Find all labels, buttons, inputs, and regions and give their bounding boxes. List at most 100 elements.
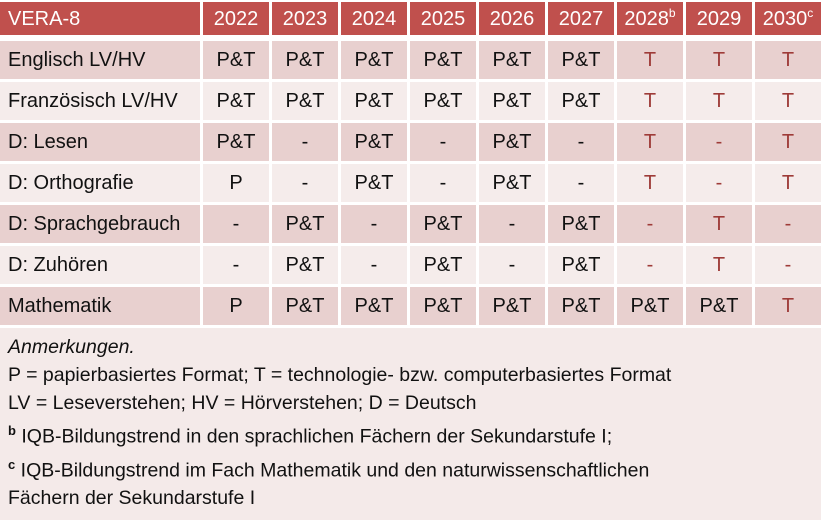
format-cell: T	[755, 287, 821, 325]
format-cell: -	[203, 205, 269, 243]
note-c-continued: Fächern der Sekundarstufe I	[8, 487, 256, 509]
format-cell: P	[203, 164, 269, 202]
table-header-row: VERA-8 2022 2023 2024 2025 2026 2027 2028 b 2029…	[0, 2, 821, 35]
year-header-2022: 2022	[203, 2, 269, 35]
format-cell: P&T	[272, 205, 338, 243]
row-label: Mathematik	[0, 287, 200, 325]
row-label: D: Orthografie	[0, 164, 200, 202]
format-cell: -	[410, 123, 476, 161]
year-header-2023: 2023	[272, 2, 338, 35]
format-cell: P&T	[548, 82, 614, 120]
vera8-table: VERA-8 2022 2023 2024 2025 2026 2027 2028 b 2029…	[0, 2, 821, 325]
table-row: Mathematik P P&T P&T P&T P&T P&T P&T P&T T	[0, 287, 821, 325]
format-cell: P&T	[548, 246, 614, 284]
format-cell: -	[548, 123, 614, 161]
format-cell: -	[686, 123, 752, 161]
year-header-2025: 2025	[410, 2, 476, 35]
format-cell: P&T	[410, 205, 476, 243]
format-cell: P&T	[548, 205, 614, 243]
year-header-2024: 2024	[341, 2, 407, 35]
row-label: D: Lesen	[0, 123, 200, 161]
format-cell: P&T	[203, 82, 269, 120]
format-cell: -	[341, 246, 407, 284]
format-cell: -	[617, 205, 683, 243]
format-cell: T	[686, 82, 752, 120]
format-cell: P&T	[479, 287, 545, 325]
format-cell: T	[617, 82, 683, 120]
format-cell: -	[203, 246, 269, 284]
format-cell: P&T	[410, 82, 476, 120]
note-abbreviation-legend: LV = Leseverstehen; HV = Hörverstehen; D…	[8, 392, 477, 414]
year-header-2027: 2027	[548, 2, 614, 35]
year-header-2028: 2028 b	[617, 2, 683, 35]
row-label: D: Sprachgebrauch	[0, 205, 200, 243]
format-cell: T	[617, 41, 683, 79]
format-cell: P&T	[410, 287, 476, 325]
format-cell: -	[272, 123, 338, 161]
format-cell: -	[479, 205, 545, 243]
format-cell: P&T	[686, 287, 752, 325]
format-cell: P&T	[479, 41, 545, 79]
table-row: D: Sprachgebrauch - P&T - P&T - P&T - T -	[0, 205, 821, 243]
notes-title: Anmerkungen.	[8, 336, 135, 358]
format-cell: T	[617, 164, 683, 202]
format-cell: P&T	[341, 82, 407, 120]
table-title: VERA-8	[0, 2, 200, 35]
year-header-2029: 2029	[686, 2, 752, 35]
format-cell: T	[617, 123, 683, 161]
format-cell: P&T	[341, 123, 407, 161]
format-cell: P&T	[479, 82, 545, 120]
notes-block: Anmerkungen. P = papierbasiertes Format;…	[0, 328, 821, 520]
format-cell: P	[203, 287, 269, 325]
note-b-text: IQB-Bildungstrend in den sprachlichen Fä…	[21, 425, 613, 448]
row-label: D: Zuhören	[0, 246, 200, 284]
year-footnote-marker: b	[668, 5, 676, 20]
format-cell: -	[272, 164, 338, 202]
format-cell: P&T	[341, 164, 407, 202]
format-cell: P&T	[479, 164, 545, 202]
format-cell: P&T	[548, 287, 614, 325]
format-cell: -	[479, 246, 545, 284]
format-cell: P&T	[341, 41, 407, 79]
table-row: Englisch LV/HV P&T P&T P&T P&T P&T P&T T T T	[0, 41, 821, 79]
row-label: Französisch LV/HV	[0, 82, 200, 120]
format-cell: P&T	[203, 123, 269, 161]
note-c: c IQB-Bildungstrend im Fach Mathematik u…	[8, 451, 811, 485]
format-cell: T	[686, 246, 752, 284]
format-cell: -	[548, 164, 614, 202]
year-header-2030: 2030 c	[755, 2, 821, 35]
format-cell: P&T	[341, 287, 407, 325]
row-label: Englisch LV/HV	[0, 41, 200, 79]
table-row: Französisch LV/HV P&T P&T P&T P&T P&T P&T T T T	[0, 82, 821, 120]
format-cell: P&T	[272, 82, 338, 120]
format-cell: P&T	[272, 287, 338, 325]
format-cell: P&T	[548, 41, 614, 79]
format-cell: P&T	[410, 246, 476, 284]
format-cell: T	[686, 41, 752, 79]
format-cell: P&T	[479, 123, 545, 161]
table-row: D: Zuhören - P&T - P&T - P&T - T -	[0, 246, 821, 284]
year-footnote-marker: c	[807, 5, 814, 20]
format-cell: -	[755, 205, 821, 243]
table-row: D: Lesen P&T - P&T - P&T - T - T	[0, 123, 821, 161]
table-body: Englisch LV/HV P&T P&T P&T P&T P&T P&T T T T Franz…	[0, 41, 821, 325]
format-cell: -	[686, 164, 752, 202]
note-b: b IQB-Bildungstrend in den sprachlichen …	[8, 417, 811, 451]
format-cell: P&T	[203, 41, 269, 79]
format-cell: P&T	[272, 41, 338, 79]
format-cell: T	[755, 123, 821, 161]
format-cell: T	[686, 205, 752, 243]
table-row: D: Orthografie P - P&T - P&T - T - T	[0, 164, 821, 202]
note-c-marker: c	[8, 456, 16, 472]
year-header-2026: 2026	[479, 2, 545, 35]
format-cell: T	[755, 82, 821, 120]
format-cell: -	[755, 246, 821, 284]
note-format-legend: P = papierbasiertes Format; T = technolo…	[8, 364, 672, 386]
format-cell: -	[341, 205, 407, 243]
format-cell: P&T	[272, 246, 338, 284]
format-cell: P&T	[617, 287, 683, 325]
format-cell: -	[617, 246, 683, 284]
format-cell: T	[755, 164, 821, 202]
format-cell: P&T	[410, 41, 476, 79]
